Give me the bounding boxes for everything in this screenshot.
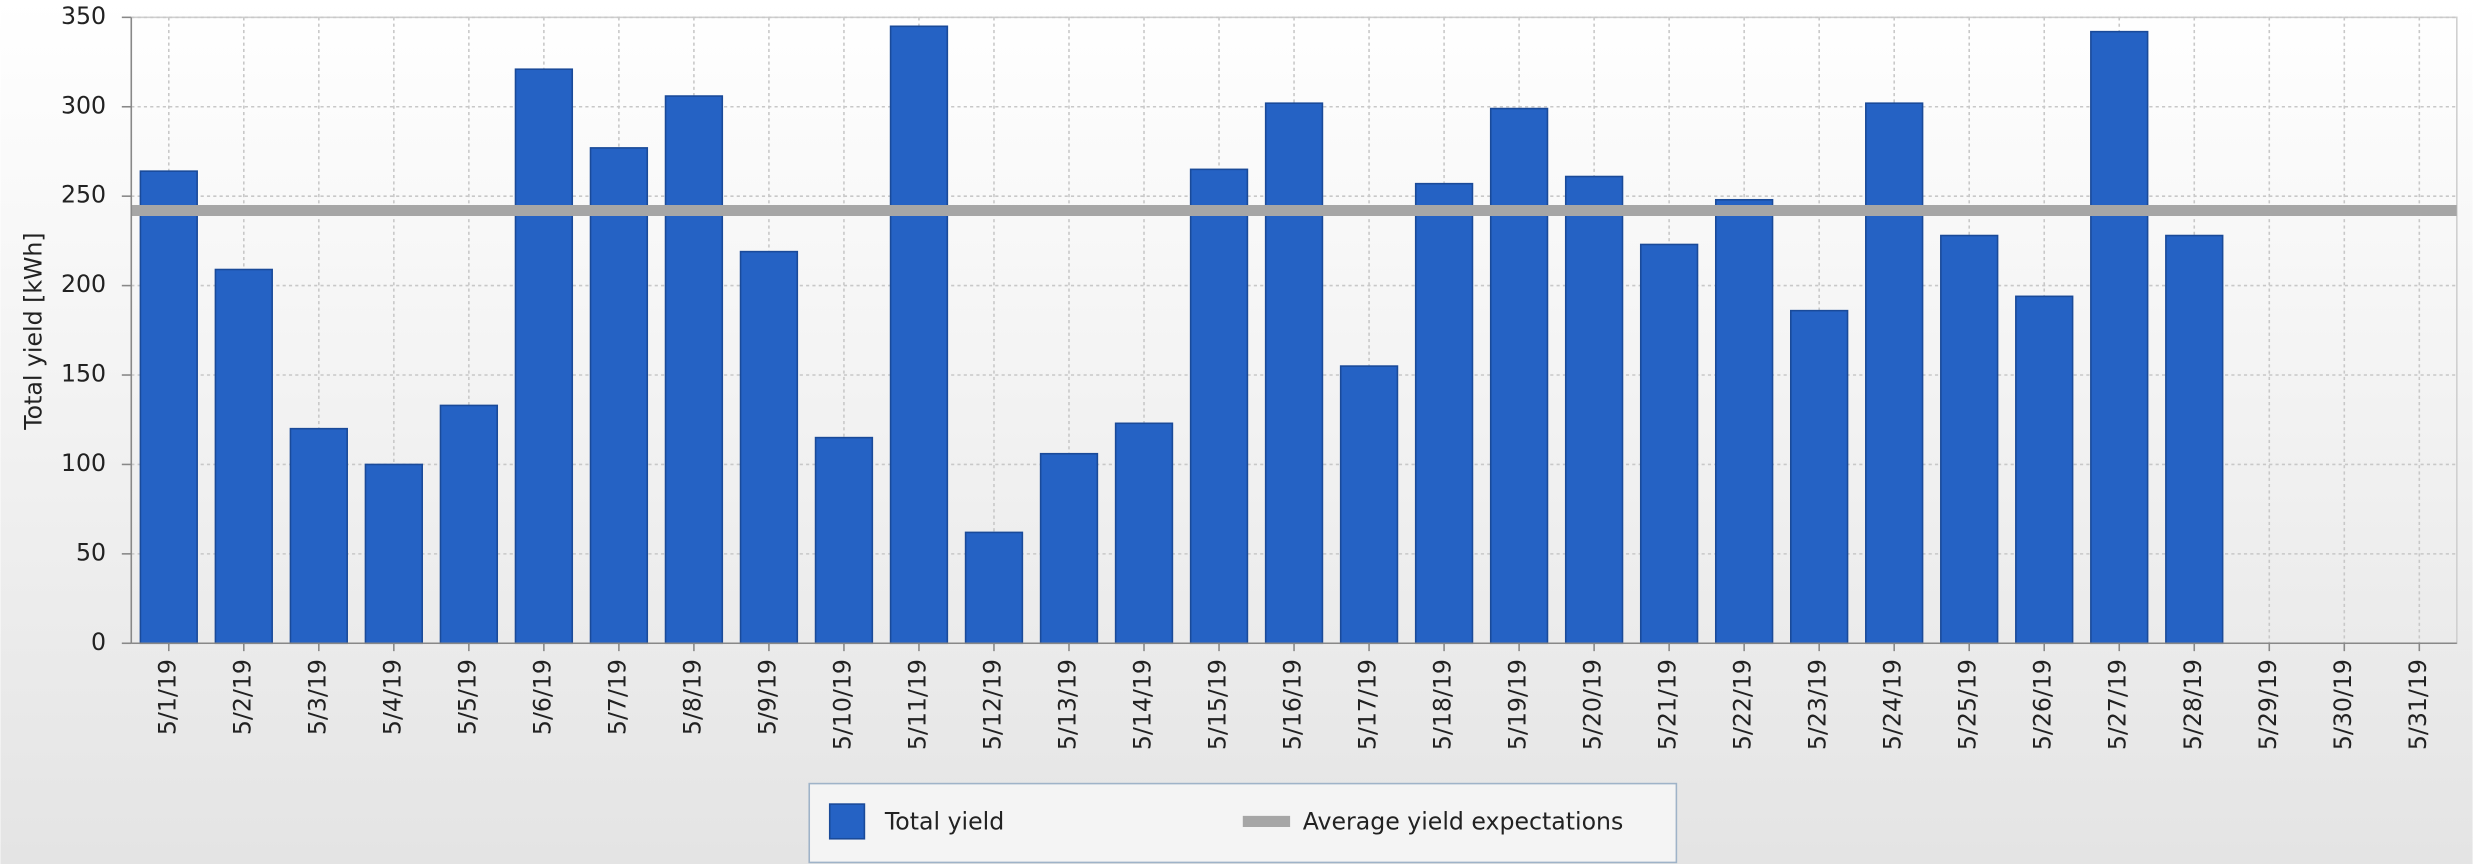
bar [1189,168,1249,645]
x-tick-label: 5/6/19 [528,659,556,735]
y-tick-label: 150 [61,360,106,388]
legend-swatch [828,803,866,840]
bar [214,268,273,645]
y-tick-label: 50 [76,538,106,566]
x-tick-label: 5/1/19 [153,659,181,735]
bar [364,463,424,645]
x-tick-label: 5/9/19 [753,659,781,735]
y-tick-label: 100 [61,449,106,477]
x-tick-label: 5/2/19 [228,659,256,735]
x-tick-label: 5/31/19 [2404,659,2432,750]
bar [1414,182,1474,645]
y-tick-label: 250 [61,181,106,209]
y-tick-label: 0 [91,628,106,656]
y-tick-label: 300 [61,91,106,119]
x-tick-label: 5/27/19 [2104,659,2132,750]
bar [139,170,198,645]
bar [2090,30,2149,645]
legend-label: Average yield expectations [1303,808,1624,836]
x-tick-label: 5/13/19 [1053,659,1081,750]
bar [1940,234,1999,645]
legend [808,782,1678,864]
x-tick-label: 5/22/19 [1729,659,1757,750]
x-tick-label: 5/7/19 [603,659,631,735]
bar [1039,452,1099,645]
x-tick-label: 5/16/19 [1279,659,1307,750]
x-tick-label: 5/25/19 [1954,659,1982,750]
x-tick-label: 5/20/19 [1579,659,1607,750]
y-tick-label: 350 [61,2,106,30]
bar [664,95,724,645]
bar [1790,309,1849,645]
x-tick-label: 5/15/19 [1204,659,1232,750]
x-tick-label: 5/3/19 [303,659,331,735]
bar [1639,243,1699,645]
x-tick-label: 5/5/19 [453,659,481,735]
bar [964,531,1024,645]
x-tick-label: 5/19/19 [1504,659,1532,750]
x-tick-label: 5/10/19 [828,659,856,750]
x-tick-label: 5/29/19 [2254,659,2282,750]
bar [589,147,649,645]
x-tick-label: 5/21/19 [1654,659,1682,750]
bar [2165,234,2224,645]
bar [814,436,874,645]
bar [889,25,949,645]
bar [1114,422,1174,645]
x-tick-label: 5/11/19 [903,659,931,750]
x-tick-label: 5/12/19 [978,659,1006,750]
x-tick-label: 5/30/19 [2329,659,2357,750]
bar [1564,175,1624,645]
x-tick-label: 5/17/19 [1354,659,1382,750]
x-tick-label: 5/23/19 [1804,659,1832,750]
legend-label: Total yield [884,808,1004,836]
bar [739,250,799,645]
bar [1489,107,1549,645]
x-tick-label: 5/14/19 [1129,659,1157,750]
bar [1865,102,1924,645]
bar [1339,365,1399,645]
x-tick-label: 5/8/19 [678,659,706,735]
bar [289,427,348,645]
bar [439,404,499,645]
x-tick-label: 5/24/19 [1879,659,1907,750]
bar [2015,295,2074,645]
y-axis-label: Total yield [kWh] [20,232,48,430]
bar [1714,198,1774,645]
x-tick-label: 5/4/19 [378,659,406,735]
y-tick-label: 200 [61,270,106,298]
x-tick-label: 5/28/19 [2179,659,2207,750]
bar [1264,102,1324,645]
bar [514,68,574,645]
x-tick-label: 5/26/19 [2029,659,2057,750]
x-tick-label: 5/18/19 [1429,659,1457,750]
